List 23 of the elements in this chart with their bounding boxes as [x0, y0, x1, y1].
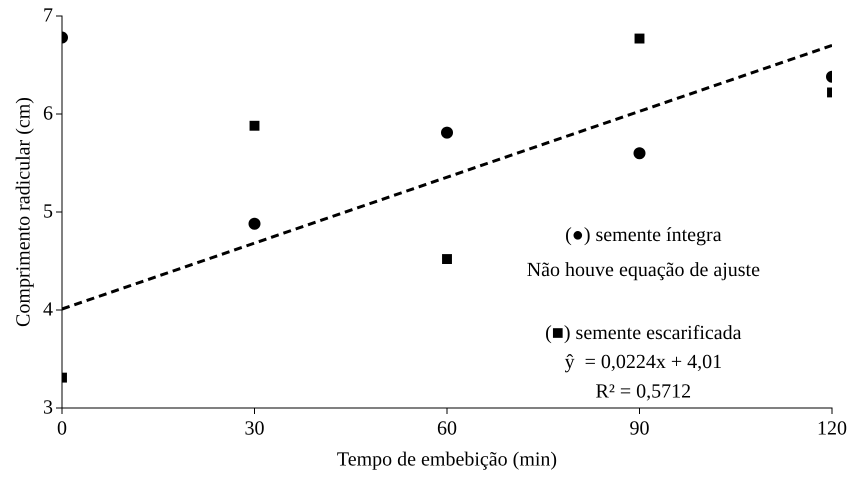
annotation: Não houve equação de ajuste: [526, 259, 760, 282]
x-tick-label: 90: [630, 417, 650, 440]
y-tick-label: 7: [43, 4, 53, 26]
point: [634, 147, 646, 160]
y-axis-title: Comprimento radicular (cm): [12, 97, 34, 327]
x-tick-label: 120: [817, 417, 847, 440]
annotation: (■) semente escarificada: [545, 322, 742, 344]
point: [442, 254, 452, 264]
x-tick-label: 60: [437, 417, 457, 440]
y-tick-label: 6: [43, 102, 53, 124]
annotation: ŷ = 0,0224x + 4,01: [564, 351, 722, 374]
point: [441, 126, 453, 139]
y-tick-label: 4: [43, 298, 53, 320]
y-tick-label: 3: [43, 396, 53, 418]
x-tick-label: 0: [57, 417, 67, 440]
point: [634, 34, 644, 44]
annotation: R² = 0,5712: [596, 380, 692, 403]
y-tick-label: 5: [43, 200, 53, 222]
point: [248, 218, 260, 230]
point: [250, 120, 260, 131]
annotation: (●) semente íntegra: [565, 224, 722, 246]
x-axis-title: Tempo de embebição (min): [336, 448, 558, 470]
x-tick-label: 30: [244, 417, 264, 440]
